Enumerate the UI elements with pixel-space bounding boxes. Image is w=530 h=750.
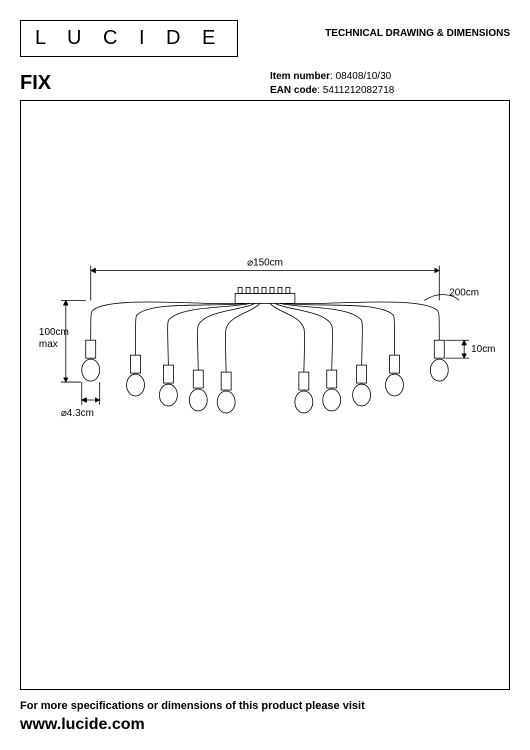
- logo-text: L U C I D E: [35, 27, 223, 49]
- dim-drop-max-1: 100cm: [39, 327, 69, 338]
- dim-drop-max-2: max: [39, 339, 58, 350]
- ean-value: 5411212082718: [323, 85, 395, 96]
- footer-url: www.lucide.com: [20, 716, 145, 734]
- ean-label: EAN code: [270, 85, 317, 96]
- connectors: [238, 287, 290, 293]
- dim-cable-length: 200cm: [449, 287, 479, 298]
- dim-overall-diameter: ⌀150cm: [247, 258, 283, 269]
- item-number-label: Item number: [270, 71, 330, 82]
- item-info: Item number: 08408/10/30 EAN code: 54112…: [270, 70, 394, 98]
- drawing-frame: ⌀150cm: [20, 100, 510, 690]
- technical-drawing: ⌀150cm: [21, 101, 509, 689]
- page: L U C I D E TECHNICAL DRAWING & DIMENSIO…: [0, 0, 530, 750]
- pendants: [82, 302, 448, 413]
- dim-socket-height: 10cm: [471, 344, 495, 355]
- item-number-value: 08408/10/30: [336, 71, 392, 82]
- product-name: FIX: [20, 72, 51, 95]
- header-title: TECHNICAL DRAWING & DIMENSIONS: [325, 28, 510, 39]
- dim-bulb-diameter: ⌀4.3cm: [61, 408, 94, 419]
- brand-logo: L U C I D E: [20, 20, 238, 57]
- footer-text: For more specifications or dimensions of…: [20, 700, 365, 712]
